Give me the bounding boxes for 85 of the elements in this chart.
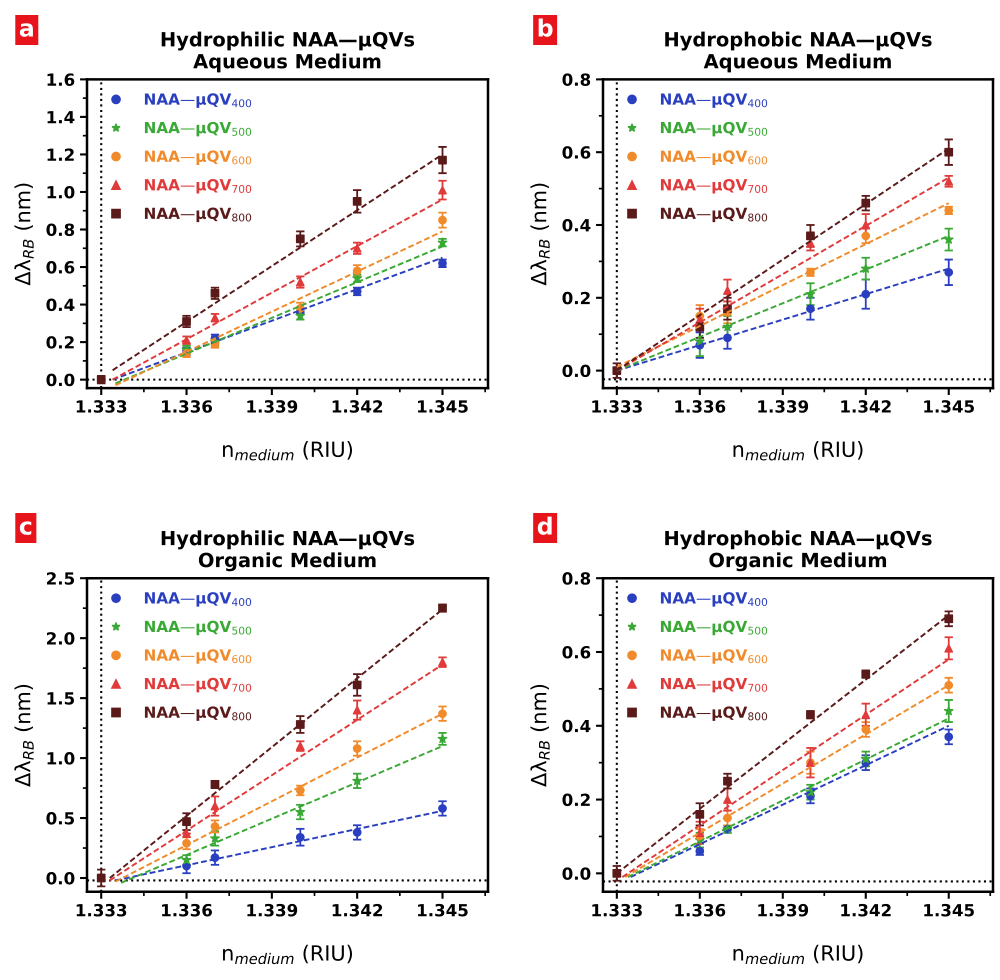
x-tick-label: 1.342	[332, 400, 382, 413]
legend-label: NAA—μQV$_{500}$	[144, 122, 252, 136]
x-tick-label: 1.339	[758, 400, 808, 413]
y-tick-label: 1.0	[48, 752, 74, 765]
chart-title: Hydrophobic NAA—μQVs	[665, 530, 932, 550]
x-tick-label: 1.339	[247, 400, 298, 413]
x-tick-label: 1.336	[162, 904, 212, 917]
x-tick-label: 1.342	[841, 400, 891, 413]
x-axis-title: n$_{medium}$ (RIU)	[223, 944, 352, 964]
x-tick-label: 1.342	[332, 904, 382, 917]
x-tick-label: 1.336	[675, 400, 726, 413]
y-tick-label: 0.6	[562, 146, 590, 159]
legend-label: NAA—μQV$_{600}$	[660, 649, 768, 664]
legend-label: NAA—μQV$_{500}$	[660, 620, 768, 636]
y-tick-label: 0.8	[562, 73, 590, 86]
y-tick-label: 1.5	[48, 692, 74, 705]
legend-label: NAA—μQV$_{400}$	[144, 93, 252, 108]
legend-label: NAA—μQV$_{400}$	[144, 592, 252, 607]
x-tick-label: 1.345	[924, 400, 974, 413]
text: d	[538, 516, 552, 535]
y-tick-label: 0.5	[46, 812, 74, 825]
y-tick-label: 0.6	[46, 261, 74, 274]
x-tick-label: 1.345	[418, 904, 468, 917]
legend-label: NAA—μQV$_{500}$	[144, 620, 252, 636]
y-tick-label: 0.2	[46, 336, 74, 349]
y-tick-label: 1.0	[48, 186, 74, 199]
x-tick-label: 1.345	[418, 400, 468, 413]
legend-label: NAA—μQV$_{700}$	[660, 178, 768, 194]
x-axis-title: n$_{medium}$ (RIU)	[223, 441, 352, 460]
x-tick-label: 1.345	[924, 904, 974, 917]
legend-label: NAA—μQV$_{800}$	[144, 208, 252, 222]
x-tick-label: 1.333	[76, 400, 126, 413]
x-tick-label: 1.339	[758, 904, 808, 917]
y-tick-label: 0.0	[562, 867, 590, 880]
y-tick-label: 0.0	[46, 374, 74, 386]
y-tick-label: 1.2	[48, 148, 74, 161]
x-tick-label: 1.333	[592, 904, 642, 917]
y-axis-title: Δλ$_{RB}$ (nm)	[14, 184, 34, 286]
x-axis-title: n$_{medium}$ (RIU)	[734, 441, 863, 460]
y-axis-title: Δλ$_{RB}$ (nm)	[530, 184, 550, 286]
chart-title: Hydrophobic NAA—μQVs	[665, 32, 932, 51]
legend-label: NAA—μQV$_{800}$	[660, 706, 768, 721]
y-tick-label: 0.4	[562, 720, 590, 732]
y-tick-label: 1.4	[48, 111, 74, 124]
y-tick-label: 0.8	[46, 223, 74, 236]
x-tick-label: 1.336	[162, 400, 212, 413]
y-tick-label: 0.0	[46, 872, 74, 885]
y-tick-label: 0.0	[562, 364, 590, 378]
chart-title: Hydrophilic NAA—μQVs	[162, 530, 414, 550]
chart-subtitle: Organic Medium	[709, 552, 886, 572]
legend-label: NAA—μQV$_{600}$	[144, 150, 252, 165]
chart-title: Hydrophilic NAA—μQVs	[162, 32, 414, 51]
y-tick-label: 0.2	[562, 794, 590, 806]
x-tick-label: 1.336	[675, 904, 726, 917]
legend-label: NAA—μQV$_{800}$	[144, 706, 252, 721]
y-tick-label: 1.6	[48, 73, 74, 86]
legend-label: NAA—μQV$_{600}$	[144, 649, 252, 664]
legend-label: NAA—μQV$_{700}$	[660, 678, 768, 692]
y-tick-label: 0.4	[46, 298, 74, 312]
text: b	[538, 18, 553, 37]
legend-label: NAA—μQV$_{400}$	[660, 592, 768, 607]
text: c	[20, 521, 32, 535]
y-axis-title: Δλ$_{RB}$ (nm)	[530, 684, 550, 787]
chart-subtitle: Aqueous Medium	[193, 53, 380, 72]
x-tick-label: 1.339	[247, 904, 298, 917]
legend-label: NAA—μQV$_{500}$	[660, 122, 768, 136]
text: a	[20, 23, 33, 37]
y-tick-label: 0.6	[562, 646, 590, 659]
legend-label: NAA—μQV$_{700}$	[144, 178, 252, 194]
y-tick-label: 0.2	[562, 292, 590, 304]
chart-subtitle: Aqueous Medium	[704, 53, 891, 72]
x-tick-label: 1.342	[841, 904, 891, 917]
x-tick-label: 1.333	[76, 904, 126, 917]
legend-label: NAA—μQV$_{800}$	[660, 208, 768, 222]
y-tick-label: 0.8	[562, 572, 590, 585]
x-tick-label: 1.333	[592, 400, 642, 413]
legend-label: NAA—μQV$_{400}$	[660, 93, 768, 108]
x-axis-title: n$_{medium}$ (RIU)	[734, 944, 863, 964]
legend-label: NAA—μQV$_{600}$	[660, 150, 768, 165]
y-tick-label: 2.5	[46, 572, 74, 585]
y-tick-label: 2.0	[46, 632, 74, 645]
y-axis-title: Δλ$_{RB}$ (nm)	[14, 684, 34, 787]
y-tick-label: 0.4	[562, 218, 590, 232]
chart-subtitle: Organic Medium	[198, 552, 376, 572]
legend-label: NAA—μQV$_{700}$	[144, 678, 252, 692]
